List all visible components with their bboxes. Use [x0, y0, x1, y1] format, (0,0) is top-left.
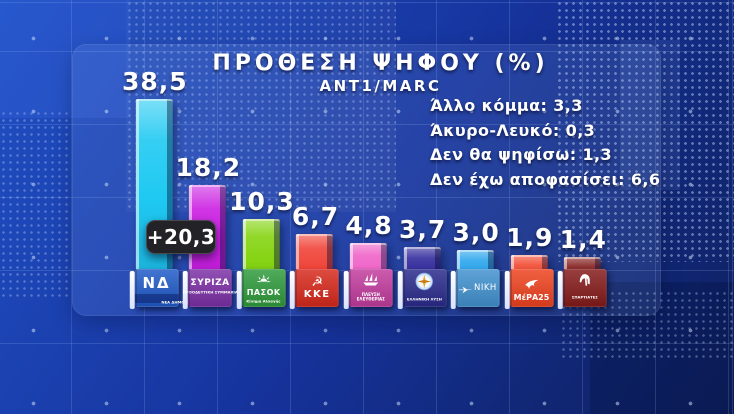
party-logo-syriza: ΣΥΡΙΖΑ ΠΡΟΟΔΕΥΤΙΚΗ ΣΥΜΜΑΧΙΑ — [183, 269, 238, 309]
bar-column-mera25: 1,9 ΜέΡΑ25 — [503, 58, 557, 310]
stat-label: Άλλο κόμμα: — [430, 96, 548, 115]
stat-value: 6,6 — [630, 169, 661, 189]
bar-value-label: 18,2 — [175, 153, 242, 182]
plane-icon — [458, 279, 473, 298]
party-logo-plefsi-eleftherias: ΠΛΕΥΣΗ ΕΛΕΥΘΕΡΙΑΣ — [343, 269, 393, 309]
other-answers-block: Άλλο κόμμα: 3,3 Άκυρο-Λευκό: 0,3 Δεν θα … — [430, 94, 660, 192]
panel-header: ΠΡΟΘΕΣΗ ΨΗΦΟΥ (%) ANT1/MARC — [106, 51, 655, 95]
stat-value: 3,3 — [553, 96, 583, 115]
lead-gap-badge: +20,3 — [146, 220, 216, 254]
stat-line: Δεν θα ψηφίσω: 1,3 — [430, 143, 660, 168]
bar-column-spartiates: 1,4 ΣΠΑΡΤΙΑΤΕΣ — [557, 58, 611, 310]
stat-value: 1,3 — [582, 145, 613, 164]
poll-panel: ΠΡΟΘΕΣΗ ΨΗΦΟΥ (%) ANT1/MARC Άλλο κόμμα: … — [72, 44, 661, 316]
party-logo-spartiates: ΣΠΑΡΤΙΑΤΕΣ — [558, 269, 608, 309]
party-logo-kke: ☭ ΚΚΕ — [290, 269, 340, 309]
bar-value-label: 3,7 — [398, 215, 447, 244]
bar-value-label: 1,9 — [506, 223, 554, 252]
party-logo-nea-dimokratia: ΝΔ ΝΕΑ ΔΗΜΟΚΡΑΤΙΑ — [129, 269, 200, 309]
stat-label: Δεν έχω αποφασίσει: — [430, 169, 625, 189]
bar-value-label: 38,5 — [121, 67, 188, 96]
bar-column-elliniki-lysi: 3,7 ΕΛΛΗΝΙΚΗ ΛΥΣΗ — [396, 58, 450, 310]
stat-line: Άλλο κόμμα: 3,3 — [430, 94, 660, 119]
party-logo-mera25: ΜέΡΑ25 — [504, 269, 554, 309]
party-logo-elliniki-lysi: ΕΛΛΗΝΙΚΗ ΛΥΣΗ — [397, 269, 447, 309]
bar-column-nd: 38,5 ΝΔ ΝΕΑ ΔΗΜΟΚΡΑΤΙΑ — [122, 58, 200, 310]
nd-caption-strip: ΝΕΑ ΔΗΜΟΚΡΑΤΙΑ — [134, 293, 200, 304]
compass-icon — [415, 272, 434, 295]
helmet-icon — [577, 273, 593, 293]
bar-chart: 38,5 ΝΔ ΝΕΑ ΔΗΜΟΚΡΑΤΙΑ 18,2 ΣΥΡΙΖΑ ΠΡΟΟΔ… — [122, 58, 611, 310]
bar-value-label: 3,0 — [452, 218, 500, 247]
bar-value-label: 4,8 — [345, 211, 393, 240]
party-logo-pasok: ΠΑΣΟΚ Κίνημα Αλλαγής — [236, 269, 286, 309]
stat-label: Δεν θα ψηφίσω: — [430, 145, 577, 164]
nd-monogram: ΝΔ — [142, 273, 171, 292]
poll-source: ANT1/MARC — [319, 77, 442, 95]
bar-column-plefsi: 4,8 ΠΛΕΥΣΗ ΕΛΕΥΘΕΡΙΑΣ — [342, 58, 396, 310]
bar-column-kke: 6,7 ☭ ΚΚΕ — [289, 58, 343, 310]
stat-label: Άκυρο-Λευκό: — [430, 120, 560, 140]
hammer-sickle-icon: ☭ — [311, 275, 324, 290]
bar-value-label: 6,7 — [291, 202, 340, 231]
bar-column-niki: 3,0 ΝΙΚΗ — [449, 58, 503, 310]
bar-value-label: 1,4 — [559, 225, 607, 254]
bar-column-pasok: 10,3 ΠΑΣΟΚ Κίνημα Αλλαγής — [229, 58, 294, 310]
stat-line: Δεν έχω αποφασίσει: 6,6 — [430, 168, 660, 193]
page-title: ΠΡΟΘΕΣΗ ΨΗΦΟΥ (%) — [212, 51, 549, 76]
bar-value-label: 10,3 — [229, 187, 295, 216]
bird-icon — [523, 275, 539, 294]
ship-icon — [362, 272, 380, 291]
stat-line: Άκυρο-Λευκό: 0,3 — [430, 119, 660, 144]
party-logo-niki: ΝΙΚΗ — [450, 269, 500, 309]
sun-icon — [256, 270, 272, 289]
stat-value: 0,3 — [565, 120, 596, 140]
